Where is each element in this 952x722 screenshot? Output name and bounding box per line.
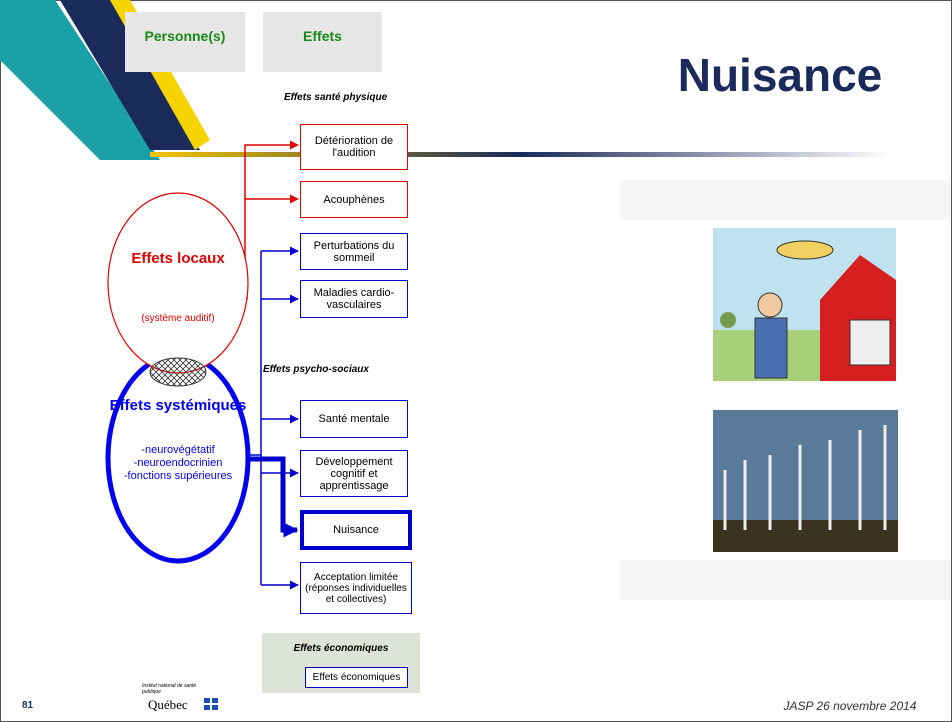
event: JASP 26 novembre 2014	[770, 699, 930, 713]
quebec-flag	[204, 698, 218, 710]
local-title: Effets locaux	[128, 250, 228, 267]
effect-box: Santé mentale	[300, 400, 408, 438]
section-label: Effets économiques	[262, 643, 420, 654]
systemic-item: -fonctions supérieures	[113, 470, 243, 483]
effect-box: Acceptation limitée (réponses individuel…	[300, 562, 412, 614]
diagram-graphics	[0, 0, 952, 722]
effect-box-highlight: Nuisance	[300, 510, 412, 550]
section-label: Effets santé physique	[284, 92, 387, 103]
connector-thick	[250, 459, 297, 530]
column-header: Personne(s)	[125, 28, 245, 44]
systemic-items: -neurovégétatif -neuroendocrinien -fonct…	[113, 444, 243, 483]
effect-box: Développement cognitif et apprentissage	[300, 450, 408, 497]
column-header: Effets	[263, 28, 382, 44]
connector	[245, 145, 298, 298]
institute: Institut national de santé publique	[142, 683, 202, 695]
systemic-item: -neurovégétatif	[113, 444, 243, 457]
decor	[620, 560, 950, 600]
effect-box: Acouphènes	[300, 181, 408, 218]
effect-box: Détérioration de l'audition	[300, 124, 408, 170]
systemic-item: -neuroendocrinien	[113, 457, 243, 470]
turbine-image	[713, 410, 898, 552]
effect-box: Maladies cardio-vasculaires	[300, 280, 408, 318]
local-subtitle: (système auditif)	[118, 313, 238, 324]
section-label: Effets psycho-sociaux	[263, 364, 369, 375]
logo-text: Québec	[148, 697, 188, 713]
effect-box: Effets économiques	[305, 667, 408, 688]
local-oval	[108, 193, 248, 373]
cartoon-image	[713, 228, 896, 381]
page-number: 81	[22, 700, 33, 711]
header-rule	[150, 152, 890, 157]
slide: Personne(s) Effets Nuisance Effets santé…	[0, 0, 952, 722]
slide-title: Nuisance	[630, 48, 930, 102]
overlap	[150, 358, 206, 386]
systemic-title: Effets systémiques	[108, 397, 248, 414]
decor	[620, 180, 950, 220]
effect-box: Perturbations du sommeil	[300, 233, 408, 270]
